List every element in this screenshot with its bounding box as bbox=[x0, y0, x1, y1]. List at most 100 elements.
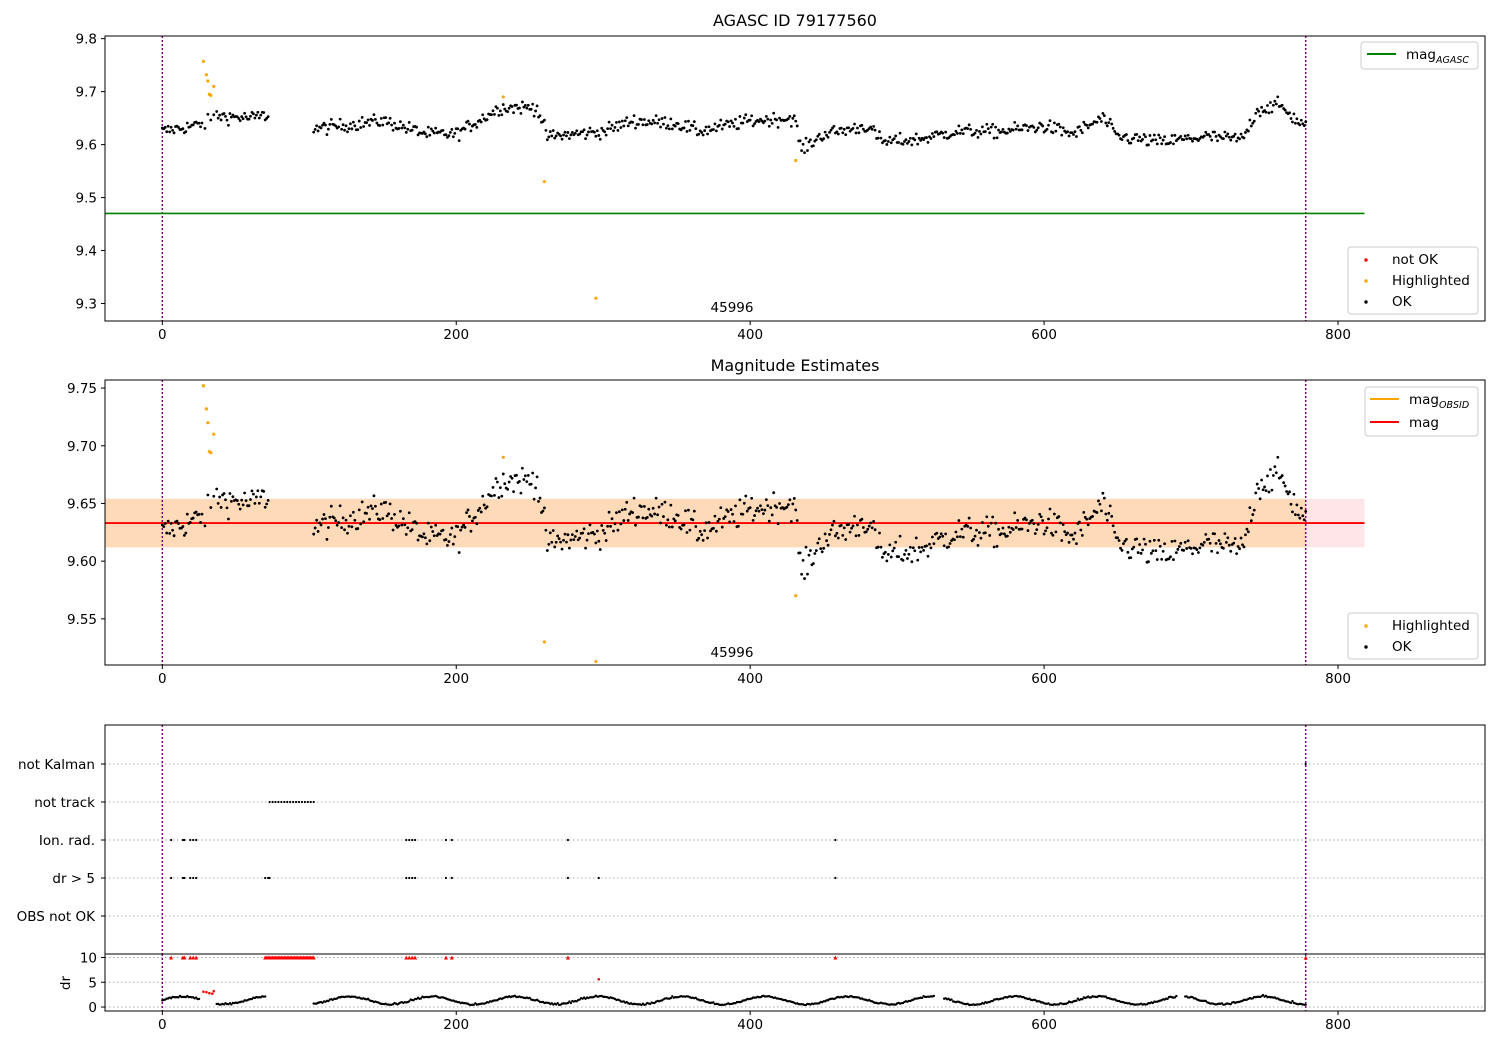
ok-point bbox=[804, 545, 808, 549]
ok-point bbox=[185, 121, 189, 125]
ok-point bbox=[522, 478, 526, 481]
ok-point bbox=[312, 532, 316, 536]
ok-point bbox=[353, 124, 357, 128]
ok-point bbox=[316, 530, 320, 533]
ok-point bbox=[654, 496, 658, 500]
ok-point bbox=[806, 572, 809, 576]
ok-point bbox=[343, 128, 346, 132]
ok-point bbox=[625, 116, 629, 119]
ok-point bbox=[732, 124, 736, 128]
ok-point bbox=[390, 517, 393, 520]
ok-point bbox=[1183, 540, 1187, 544]
ok-point bbox=[340, 526, 344, 530]
ok-point bbox=[731, 121, 734, 125]
ok-point bbox=[163, 125, 167, 129]
ok-point bbox=[1152, 133, 1156, 137]
ok-point bbox=[729, 508, 733, 511]
flag-point bbox=[834, 838, 837, 842]
ok-point bbox=[1189, 137, 1193, 141]
ok-point bbox=[403, 523, 407, 527]
ok-point bbox=[465, 511, 468, 515]
ok-point bbox=[770, 513, 774, 517]
ok-point bbox=[426, 521, 430, 525]
ok-point bbox=[647, 119, 651, 123]
legend-agasc-sub: AGASC bbox=[1435, 55, 1469, 66]
ok-point bbox=[917, 546, 921, 549]
ok-point bbox=[209, 506, 213, 509]
ok-point bbox=[1161, 138, 1165, 142]
ok-point bbox=[839, 126, 843, 130]
x-tick-label: 800 bbox=[1325, 1017, 1351, 1033]
ok-point bbox=[1061, 523, 1065, 526]
ok-point bbox=[612, 529, 615, 533]
ok-point bbox=[772, 111, 776, 115]
dr-point bbox=[408, 1000, 411, 1003]
ok-point bbox=[1125, 537, 1128, 541]
flags-plot-area bbox=[105, 725, 1485, 954]
ok-point bbox=[1138, 135, 1142, 139]
ok-point bbox=[792, 114, 796, 118]
ok-point bbox=[425, 542, 429, 546]
ok-point bbox=[510, 476, 514, 480]
ok-point bbox=[688, 528, 692, 532]
ok-point bbox=[869, 125, 873, 129]
panel1-title: AGASC ID 79177560 bbox=[713, 11, 877, 30]
ok-point bbox=[357, 508, 361, 512]
ok-point bbox=[767, 519, 771, 523]
ok-point bbox=[1298, 123, 1302, 127]
ok-point bbox=[973, 534, 977, 538]
ok-point bbox=[1235, 139, 1239, 143]
ok-point bbox=[697, 132, 701, 136]
ok-point bbox=[215, 110, 219, 113]
ok-point bbox=[666, 124, 670, 128]
category-label: OBS not OK bbox=[17, 909, 97, 925]
ok-point bbox=[831, 523, 834, 527]
ok-point bbox=[669, 117, 673, 121]
ok-point bbox=[854, 131, 858, 135]
ok-point bbox=[421, 535, 424, 539]
ok-point bbox=[562, 133, 565, 137]
ok-point bbox=[914, 536, 918, 540]
x-tick-label: 0 bbox=[158, 1017, 167, 1033]
ok-point bbox=[748, 506, 752, 510]
y-tick-label: 9.6 bbox=[76, 138, 97, 154]
ok-point bbox=[1144, 135, 1147, 139]
ok-point bbox=[1155, 558, 1159, 561]
ok-point bbox=[642, 505, 646, 508]
ok-point bbox=[995, 136, 999, 140]
ok-point bbox=[1007, 525, 1011, 529]
ok-point bbox=[1163, 135, 1167, 139]
ok-point bbox=[316, 129, 320, 133]
ok-point bbox=[243, 111, 247, 115]
ok-point bbox=[188, 521, 192, 524]
ok-point bbox=[374, 504, 377, 508]
ok-point bbox=[857, 131, 861, 135]
ok-point bbox=[1263, 485, 1266, 489]
ok-point bbox=[650, 514, 654, 518]
ok-point bbox=[495, 106, 499, 110]
ok-point bbox=[1274, 102, 1278, 106]
ok-point bbox=[315, 518, 319, 522]
ok-point bbox=[700, 131, 704, 134]
ok-point bbox=[1077, 520, 1081, 524]
ok-point bbox=[986, 127, 990, 130]
ok-point bbox=[953, 538, 956, 542]
ok-point bbox=[1246, 129, 1250, 133]
ok-point bbox=[482, 503, 486, 507]
ok-point bbox=[588, 126, 592, 130]
ok-point bbox=[1235, 552, 1239, 556]
ok-point bbox=[519, 111, 523, 115]
ok-point bbox=[694, 525, 698, 528]
ok-point bbox=[1149, 551, 1153, 555]
ok-point bbox=[1047, 123, 1050, 127]
legend-agasc-main: mag bbox=[1406, 47, 1436, 63]
ok-point bbox=[1233, 537, 1237, 540]
ok-point bbox=[581, 130, 585, 134]
highlighted-point bbox=[206, 79, 210, 83]
ok-point bbox=[471, 519, 474, 523]
ok-point bbox=[1132, 545, 1136, 549]
ok-point bbox=[475, 126, 479, 129]
ok-point bbox=[172, 534, 176, 538]
ok-point bbox=[257, 116, 261, 120]
ok-point bbox=[1257, 109, 1261, 113]
